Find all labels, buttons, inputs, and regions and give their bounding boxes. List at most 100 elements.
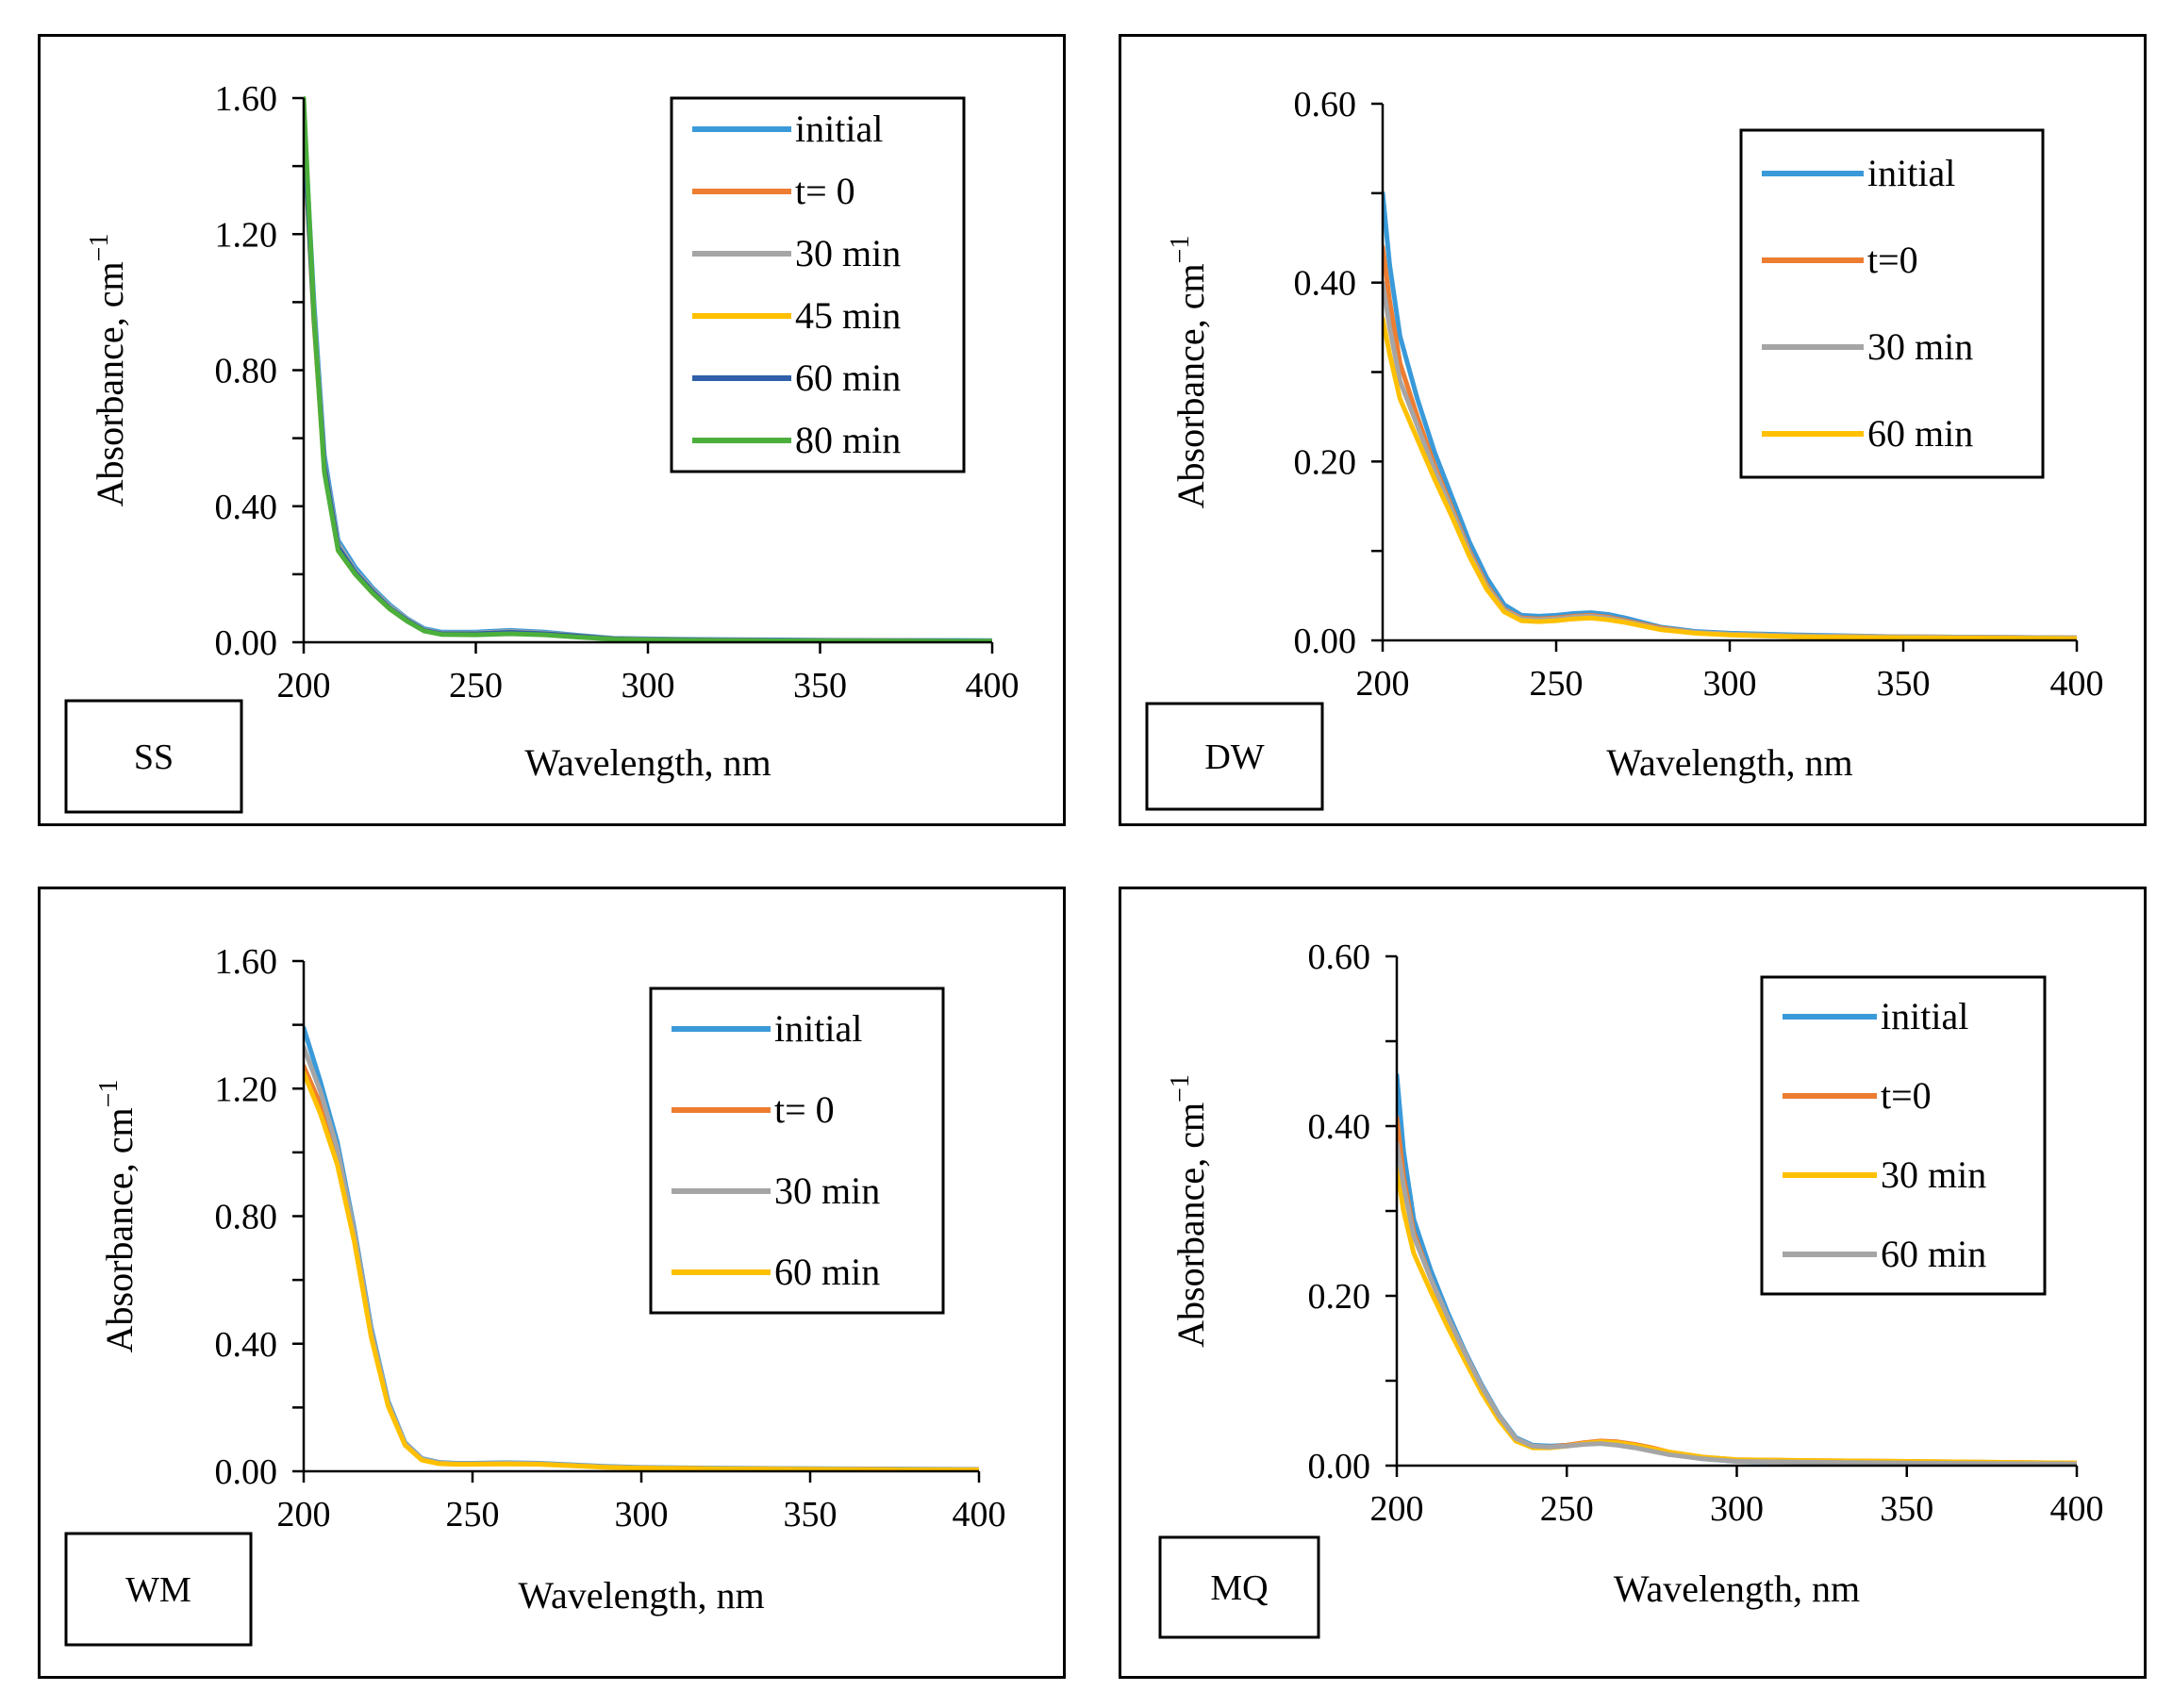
x-tick-label: 400 xyxy=(966,666,1020,705)
y-tick-label: 0.00 xyxy=(215,623,278,663)
panel-tag-label: DW xyxy=(1204,738,1264,777)
legend-label: t= 0 xyxy=(795,170,855,212)
plot-area: 0.00 0.40 0.80 1.20 1.60 200 250 300 350 400 Wavel… xyxy=(64,79,1020,814)
y-axis-label: Absorbance, cm−1 xyxy=(1166,1074,1212,1348)
x-tick-label: 350 xyxy=(1880,1489,1933,1529)
x-tick-label: 350 xyxy=(793,666,847,705)
panel-tag-box xyxy=(64,699,243,814)
y-tick-label: 0.40 xyxy=(1294,264,1357,304)
plot-area: 0.00 0.40 0.80 1.20 1.60 200 250 300 350 400 Wavel… xyxy=(64,942,1006,1647)
y-tick-label: 0.80 xyxy=(215,352,278,391)
legend-label: t= 0 xyxy=(774,1088,835,1131)
y-axis-label: Absorbance, cm−1 xyxy=(94,1080,141,1353)
series-line-80-min xyxy=(304,96,992,642)
chart-panel-ss: 0.00 0.40 0.80 1.20 1.60 200 250 300 350 400 Wavel… xyxy=(38,34,1066,826)
x-tick-label: 300 xyxy=(615,1495,669,1534)
panel-tag: SS xyxy=(64,699,243,814)
y-tick-label: 0.60 xyxy=(1294,85,1357,124)
y-tick-label: 1.20 xyxy=(215,1070,278,1109)
legend-label: initial xyxy=(774,1007,862,1050)
legend-label: 60 min xyxy=(795,357,901,399)
series-line-60-min xyxy=(1383,316,2077,640)
panel-tag-box xyxy=(1158,1535,1320,1639)
legend-box xyxy=(1739,128,2045,479)
x-tick-label: 350 xyxy=(1877,664,1931,704)
series-line-60-min xyxy=(304,1070,979,1471)
plot-area: 0.00 0.20 0.40 0.60 200 250 300 350 400 Wavelengt… xyxy=(1145,85,2104,811)
legend-box xyxy=(670,96,966,473)
legend-box xyxy=(1760,975,2047,1296)
chart-panel-dw: 0.00 0.20 0.40 0.60 200 250 300 350 400 Wavelengt… xyxy=(1119,34,2147,826)
plot-area: 0.00 0.20 0.40 0.60 200 250 300 350 400 Wavelengt… xyxy=(1158,937,2104,1639)
panel-tag: WM xyxy=(64,1532,253,1647)
x-tick-label: 250 xyxy=(446,1495,500,1534)
y-axis-label: Absorbance, cm−1 xyxy=(85,234,131,507)
legend: initial t= 0 30 min 45 min 60 min 80 min xyxy=(670,96,966,473)
series-lines xyxy=(1383,191,2077,640)
legend: initial t=0 30 min 60 min xyxy=(1760,975,2047,1296)
legend-box xyxy=(649,987,945,1315)
y-tick-label: 0.40 xyxy=(1308,1107,1371,1147)
chart-svg: 0.00 0.40 0.80 1.20 1.60 200 250 300 350 400 Wavel… xyxy=(38,34,1066,826)
chart-panel-wm: 0.00 0.40 0.80 1.20 1.60 200 250 300 350 400 Wavel… xyxy=(38,887,1066,1679)
legend: initial t= 0 30 min 60 min xyxy=(649,987,945,1315)
y-tick-label: 0.00 xyxy=(215,1452,278,1492)
legend: initial t=0 30 min 60 min xyxy=(1739,128,2045,479)
panel-tag-box xyxy=(64,1532,253,1647)
chart-panel-mq: 0.00 0.20 0.40 0.60 200 250 300 350 400 Wavelengt… xyxy=(1119,887,2147,1679)
chart-svg: 0.00 0.20 0.40 0.60 200 250 300 350 400 Wavelengt… xyxy=(1119,34,2147,826)
x-axis-label: Wavelength, nm xyxy=(1606,741,1852,784)
x-tick-label: 400 xyxy=(953,1495,1006,1534)
panel-tag-box xyxy=(1145,702,1324,811)
legend-label: initial xyxy=(795,108,883,150)
y-tick-label: 0.40 xyxy=(215,1325,278,1365)
y-tick-label: 0.20 xyxy=(1294,442,1357,482)
y-tick-label: 0.80 xyxy=(215,1198,278,1237)
x-tick-label: 350 xyxy=(784,1495,838,1534)
legend-label: 80 min xyxy=(795,419,901,461)
y-tick-label: 0.00 xyxy=(1308,1447,1371,1486)
legend-label: 60 min xyxy=(1867,412,1973,455)
legend-label: 30 min xyxy=(1867,325,1973,368)
panel-tag-label: WM xyxy=(125,1570,191,1610)
x-axis-label: Wavelength, nm xyxy=(524,741,771,784)
x-tick-label: 250 xyxy=(449,666,503,705)
legend-label: 30 min xyxy=(795,232,901,274)
panel-tag: MQ xyxy=(1158,1535,1320,1639)
legend-label: initial xyxy=(1867,152,1955,194)
legend-label: initial xyxy=(1881,995,1968,1037)
x-tick-label: 250 xyxy=(1540,1489,1594,1529)
x-tick-label: 400 xyxy=(2050,1489,2104,1529)
x-tick-label: 200 xyxy=(1370,1489,1424,1529)
legend-label: 60 min xyxy=(1881,1233,1986,1275)
series-lines xyxy=(1397,1072,2077,1466)
x-axis-label: Wavelength, nm xyxy=(1614,1567,1860,1610)
y-tick-label: 1.60 xyxy=(215,942,278,982)
legend-label: t=0 xyxy=(1867,239,1918,281)
series-lines xyxy=(304,1025,979,1471)
panel-tag: DW xyxy=(1145,702,1324,811)
legend-label: 30 min xyxy=(1881,1153,1986,1196)
y-tick-label: 0.40 xyxy=(215,488,278,527)
x-tick-label: 200 xyxy=(277,666,331,705)
y-tick-label: 1.20 xyxy=(215,215,278,255)
x-tick-label: 200 xyxy=(1356,664,1410,704)
x-tick-label: 250 xyxy=(1530,664,1584,704)
chart-svg: 0.00 0.20 0.40 0.60 200 250 300 350 400 Wavelengt… xyxy=(1119,887,2147,1679)
series-lines xyxy=(304,96,992,642)
y-tick-label: 0.60 xyxy=(1308,937,1371,977)
y-tick-label: 1.60 xyxy=(215,79,278,119)
legend-label: 30 min xyxy=(774,1169,880,1212)
panel-tag-label: MQ xyxy=(1210,1568,1268,1608)
x-tick-label: 300 xyxy=(1703,664,1757,704)
legend-label: t=0 xyxy=(1881,1074,1932,1117)
x-axis-label: Wavelength, nm xyxy=(518,1574,764,1617)
series-line-60-min xyxy=(1397,1140,2077,1466)
legend-label: 45 min xyxy=(795,294,901,337)
chart-svg: 0.00 0.40 0.80 1.20 1.60 200 250 300 350 400 Wavel… xyxy=(38,887,1066,1679)
y-tick-label: 0.20 xyxy=(1308,1277,1371,1317)
y-axis-label: Absorbance, cm−1 xyxy=(1166,236,1212,509)
x-tick-label: 300 xyxy=(622,666,675,705)
legend-label: 60 min xyxy=(774,1251,880,1293)
y-tick-label: 0.00 xyxy=(1294,622,1357,661)
